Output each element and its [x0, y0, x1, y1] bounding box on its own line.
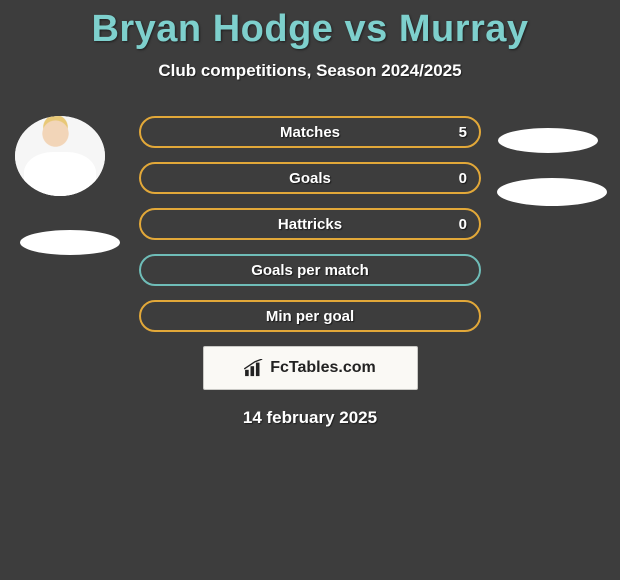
stat-row-matches: Matches 5	[139, 116, 481, 148]
comparison-title: Bryan Hodge vs Murray	[0, 0, 620, 51]
brand-box[interactable]: FcTables.com	[203, 346, 418, 390]
player2-avatar-placeholder	[498, 128, 598, 153]
stat-label: Goals per match	[251, 262, 369, 279]
player1-name: Bryan Hodge	[91, 8, 333, 50]
stat-value-right: 0	[459, 216, 467, 233]
stat-label: Matches	[280, 124, 340, 141]
player1-avatar-body	[24, 152, 96, 196]
stat-row-hattricks: Hattricks 0	[139, 208, 481, 240]
player2-blank-badge	[497, 178, 607, 206]
stat-label: Hattricks	[278, 216, 342, 233]
stat-label: Goals	[289, 170, 331, 187]
stat-value-right: 0	[459, 170, 467, 187]
vs-text: vs	[344, 8, 387, 50]
stat-row-goals-per-match: Goals per match	[139, 254, 481, 286]
stat-row-goals: Goals 0	[139, 162, 481, 194]
bar-chart-icon	[244, 359, 266, 377]
subtitle: Club competitions, Season 2024/2025	[0, 61, 620, 81]
stat-rows: Matches 5 Goals 0 Hattricks 0 Goals per …	[139, 116, 481, 332]
stat-value-right: 5	[459, 124, 467, 141]
stat-row-min-per-goal: Min per goal	[139, 300, 481, 332]
player1-avatar	[15, 116, 105, 196]
brand-text: FcTables.com	[270, 359, 376, 377]
stat-label: Min per goal	[266, 308, 354, 325]
player1-blank-badge	[20, 230, 120, 255]
comparison-arena: Matches 5 Goals 0 Hattricks 0 Goals per …	[0, 116, 620, 428]
date-line: 14 february 2025	[0, 408, 620, 428]
player2-name: Murray	[399, 8, 529, 50]
